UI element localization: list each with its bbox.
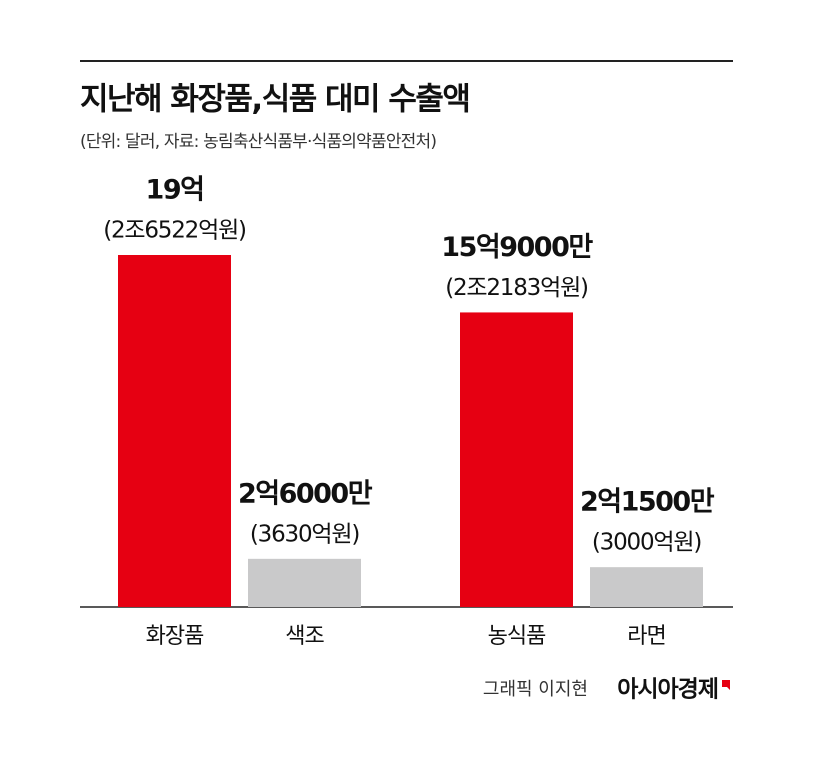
krw-label: (3630억원): [250, 521, 359, 547]
krw-label: (3000억원): [592, 530, 701, 556]
value-label: 2억6000만: [238, 478, 373, 509]
krw-label: (2조2183억원): [445, 275, 588, 301]
bar: [248, 558, 361, 607]
x-tick-label: 화장품: [146, 624, 204, 649]
bar: [460, 312, 573, 607]
credit: 그래픽 이지현: [483, 679, 588, 700]
value-label: 19억: [146, 175, 204, 206]
x-tick-label: 색조: [285, 624, 324, 649]
logo: 아시아경제: [617, 677, 718, 703]
value-label: 15억9000만: [441, 232, 593, 263]
krw-label: (2조6522억원): [103, 218, 246, 244]
bar: [590, 567, 703, 607]
value-label: 2억1500만: [580, 487, 715, 518]
x-tick-label: 라면: [627, 624, 665, 649]
bar: [118, 255, 231, 607]
x-tick-label: 농식품: [488, 624, 546, 649]
chart-subtitle: (단위: 달러, 자료: 농림축산식품부·식품의약품안전처): [80, 132, 436, 152]
chart-title: 지난해 화장품,식품 대미 수출액: [80, 82, 469, 118]
logo-mark: [722, 680, 730, 690]
